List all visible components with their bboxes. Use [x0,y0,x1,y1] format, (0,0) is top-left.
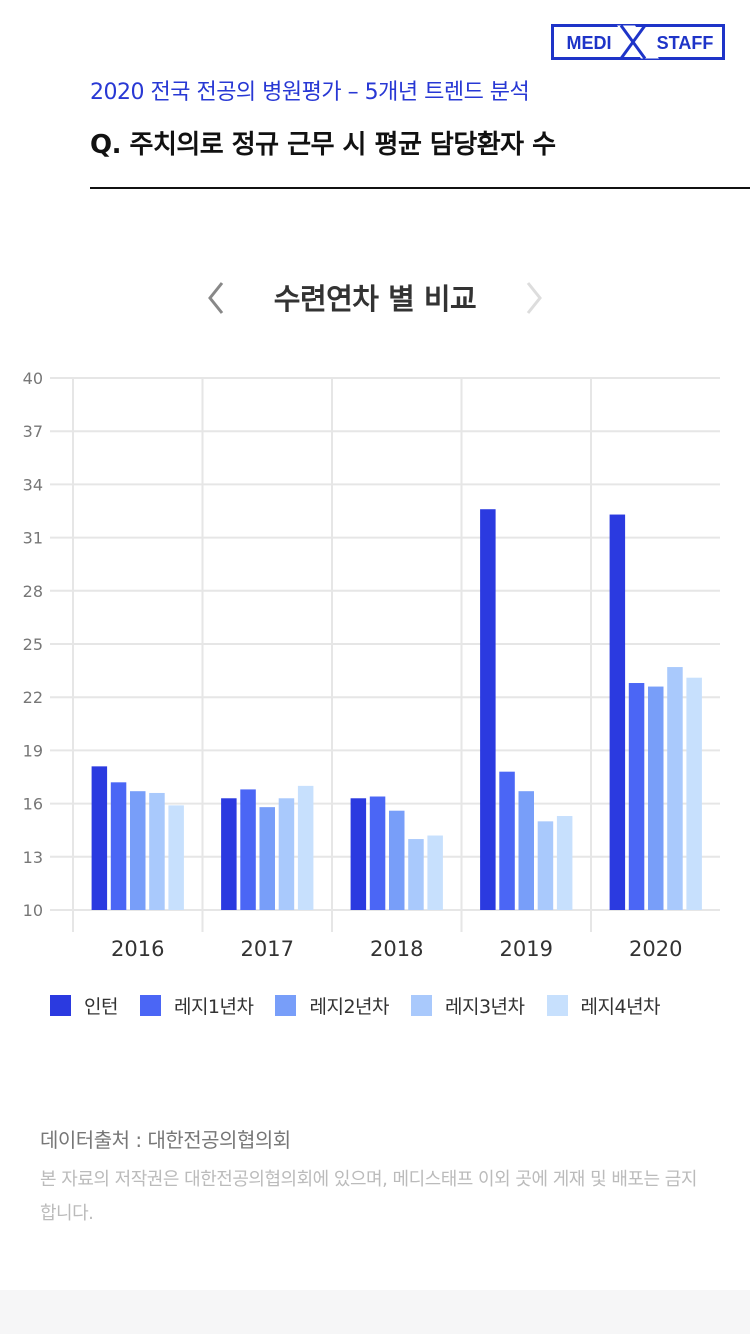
x-tick-label: 2019 [500,937,553,960]
bar-2017-2 [259,807,275,910]
legend-label: 레지1년차 [173,996,254,1018]
chart-title: 수련연차 별 비교 [273,282,477,316]
question-title: Q. 주치의로 정규 근무 시 평균 담당환자 수 [90,130,556,160]
legend-swatch [275,995,297,1016]
bar-2017-4 [297,785,314,910]
bar-2016-1 [110,782,127,910]
bar-2019-3 [537,821,554,910]
bar-2019-4 [556,816,573,910]
y-tick-label: 28 [23,582,43,601]
data-source: 데이터출처 : 대한전공의협의회 [40,1128,291,1152]
legend-item: 레지2년차 [275,992,389,1019]
bar-2018-2 [389,810,405,910]
legend-label: 인턴 [84,996,118,1018]
legend-item: 레지3년차 [411,992,525,1019]
copyright-notice: 본 자료의 저작권은 대한전공의협의회에 있으며, 메디스태프 이외 곳에 게재… [40,1169,697,1224]
header-divider [90,187,750,189]
footer-band [0,1290,750,1334]
legend-item: 레지4년차 [546,992,661,1019]
legend-swatch [139,995,161,1016]
medistaff-logo: MEDI STAFF [551,24,725,60]
bar-2016-0 [91,766,108,910]
bar-2019-2 [518,791,534,910]
y-tick-label: 19 [23,741,43,760]
bar-chart: 10 13 16 19 22 25 28 31 34 37 40 2016 2017 2018 2019 20… [23,369,720,960]
y-tick-label: 37 [23,422,43,441]
legend-item: 레지1년차 [139,992,254,1019]
legend-item: 인턴 [50,992,118,1019]
y-tick-label: 25 [23,635,43,654]
bar-2019-1 [499,771,515,910]
bar-2018-0 [350,798,367,910]
chart-legend: 인턴 레지1년차 레지2년차 레지3년차 레지4년차 [50,992,682,1019]
bar-2020-2 [648,686,664,910]
y-tick-label: 13 [23,848,43,867]
bar-2017-3 [278,798,295,910]
chevron-left-icon[interactable] [200,278,230,318]
bar-2020-3 [667,667,683,910]
bar-2019-0 [480,509,496,910]
logo-text-medi: MEDI [567,33,612,53]
y-tick-label: 16 [23,795,43,814]
legend-swatch [411,995,432,1016]
bar-2016-3 [149,792,165,910]
x-tick-label: 2017 [241,937,294,960]
y-tick-label: 31 [23,529,43,548]
bar-2020-1 [628,683,645,910]
logo-text-staff: STAFF [657,33,714,53]
y-tick-label: 10 [23,901,43,920]
bar-2016-2 [130,791,146,910]
bar-2017-1 [240,789,256,910]
report-subtitle: 2020 전국 전공의 병원평가 – 5개년 트렌드 분석 [90,80,530,105]
bar-2017-0 [221,798,237,910]
bar-2020-0 [609,514,626,910]
bar-2020-4 [686,677,702,910]
bar-2016-4 [168,805,184,910]
chevron-right-icon[interactable] [520,278,550,318]
legend-label: 레지2년차 [309,996,389,1018]
bar-2018-3 [408,839,424,910]
y-tick-label: 22 [23,688,43,707]
x-tick-label: 2020 [629,937,682,960]
bar-2018-4 [427,835,443,910]
y-tick-label: 34 [23,475,43,494]
legend-swatch [546,995,568,1016]
y-tick-label: 40 [23,369,43,388]
x-tick-label: 2016 [111,937,164,960]
bar-2018-1 [369,796,386,910]
legend-label: 레지4년차 [580,996,661,1018]
legend-label: 레지3년차 [445,996,525,1018]
x-tick-label: 2018 [370,937,423,960]
legend-swatch [50,995,71,1016]
